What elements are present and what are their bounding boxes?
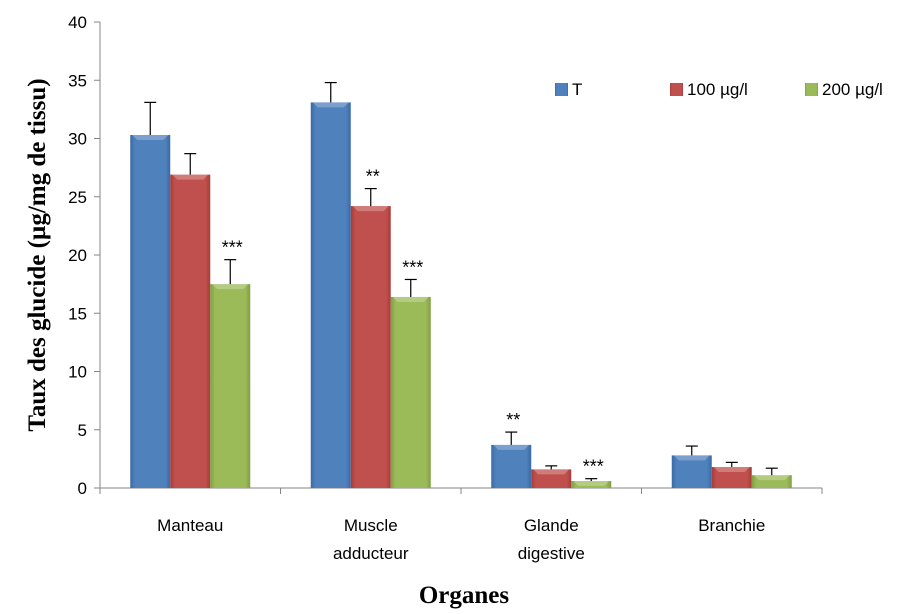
bar-highlight — [753, 475, 790, 481]
legend-label: 100 µg/l — [687, 80, 748, 99]
x-tick-label: Branchie — [698, 516, 765, 535]
bar-highlight — [352, 206, 389, 212]
y-tick-label: 5 — [78, 421, 87, 440]
legend-swatch — [555, 83, 568, 96]
y-tick-label: 20 — [68, 246, 87, 265]
x-axis-label: Organes — [419, 582, 510, 609]
y-axis: 0 5 10 15 20 25 30 35 40 — [68, 13, 101, 498]
bar — [350, 206, 391, 488]
bar — [751, 475, 792, 488]
significance-label: ** — [506, 410, 520, 430]
bar — [491, 444, 532, 488]
y-tick-label: 35 — [68, 71, 87, 90]
bar-highlight — [212, 284, 249, 290]
legend-label: 200 µg/l — [822, 80, 883, 99]
x-tick-label: Glande digestive — [518, 516, 585, 563]
significance-label: *** — [222, 238, 243, 258]
y-axis-label: Taux des glucide (µg/mg de tissu) — [24, 78, 51, 431]
x-axis: Manteau Muscle adducteur Glande digestive Bra… — [99, 487, 823, 563]
bar-highlight — [312, 102, 349, 108]
x-tick-label: Manteau — [157, 516, 223, 535]
bar — [210, 284, 251, 488]
bar — [310, 102, 351, 488]
bar-highlight — [493, 444, 530, 450]
y-tick-label: 30 — [68, 130, 87, 149]
bar-highlight — [533, 469, 570, 475]
significance-label: ** — [366, 167, 380, 187]
significance-label: *** — [583, 457, 604, 477]
bars — [130, 81, 792, 489]
y-tick-label: 0 — [78, 479, 87, 498]
bar — [130, 135, 171, 488]
y-tick-label: 40 — [68, 13, 87, 32]
bar — [711, 467, 752, 488]
legend-swatch — [805, 83, 818, 96]
significance-label: *** — [402, 257, 423, 277]
bar — [390, 296, 431, 488]
bar-highlight — [573, 481, 610, 487]
x-tick-label: Muscle adducteur — [333, 516, 409, 563]
legend-swatch — [670, 83, 683, 96]
y-tick-label: 10 — [68, 363, 87, 382]
legend: T 100 µg/l 200 µg/l — [555, 80, 883, 99]
y-tick-label: 15 — [68, 304, 87, 323]
legend-label: T — [572, 80, 582, 99]
bar-highlight — [713, 467, 750, 473]
bar-highlight — [132, 135, 169, 141]
bar-highlight — [673, 455, 710, 461]
bar-highlight — [392, 296, 429, 302]
significance-annotations: ************* — [222, 167, 604, 477]
bar-highlight — [172, 174, 209, 180]
bar — [571, 481, 612, 488]
bar — [531, 469, 572, 488]
bar — [671, 455, 712, 488]
y-tick-label: 25 — [68, 188, 87, 207]
bar — [170, 174, 211, 489]
